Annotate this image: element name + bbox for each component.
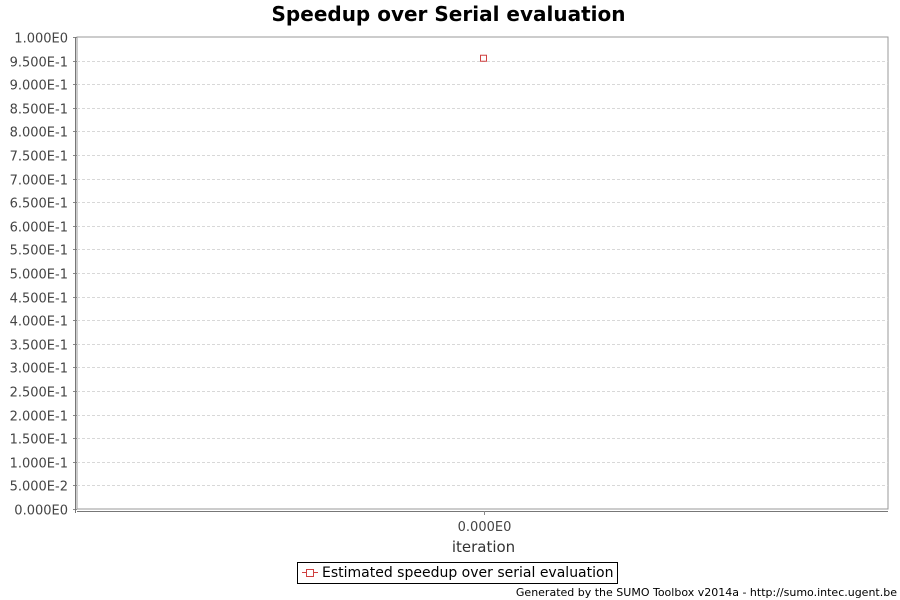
y-tick-label: 2.500E-1 [10, 386, 68, 401]
y-tick-label: 5.000E-2 [10, 480, 68, 495]
y-tick-label: 7.500E-1 [10, 150, 68, 165]
y-tick-label: 5.500E-1 [10, 244, 68, 259]
y-tick-label: 7.000E-1 [10, 174, 68, 189]
y-tick-label: 1.000E0 [14, 32, 68, 47]
y-tick-label: 3.000E-1 [10, 362, 68, 377]
y-tick-label: 5.000E-1 [10, 268, 68, 283]
y-tick-label: 9.000E-1 [10, 79, 68, 94]
y-tick-label: 4.000E-1 [10, 315, 68, 330]
legend-swatch [302, 566, 318, 580]
y-tick-label: 1.000E-1 [10, 457, 68, 472]
y-tick-label: 2.000E-1 [10, 410, 68, 425]
footer-credit: Generated by the SUMO Toolbox v2014a - h… [515, 586, 897, 599]
y-tick-label: 9.500E-1 [10, 56, 68, 71]
data-point [480, 54, 487, 62]
y-tick-label: 8.000E-1 [10, 126, 68, 141]
y-tick-label: 6.500E-1 [10, 197, 68, 212]
y-tick-label: 4.500E-1 [10, 292, 68, 307]
chart-title: Speedup over Serial evaluation [271, 2, 626, 26]
legend: Estimated speedup over serial evaluation [297, 562, 619, 584]
y-tick-label: 3.500E-1 [10, 339, 68, 354]
y-tick-label: 6.000E-1 [10, 221, 68, 236]
y-tick-label: 8.500E-1 [10, 103, 68, 118]
x-tick-label: 0.000E0 [458, 520, 512, 535]
x-axis-title: iteration [452, 538, 515, 556]
y-tick-label: 0.000E0 [14, 504, 68, 519]
legend-label: Estimated speedup over serial evaluation [322, 565, 614, 581]
y-tick-label: 1.500E-1 [10, 433, 68, 448]
